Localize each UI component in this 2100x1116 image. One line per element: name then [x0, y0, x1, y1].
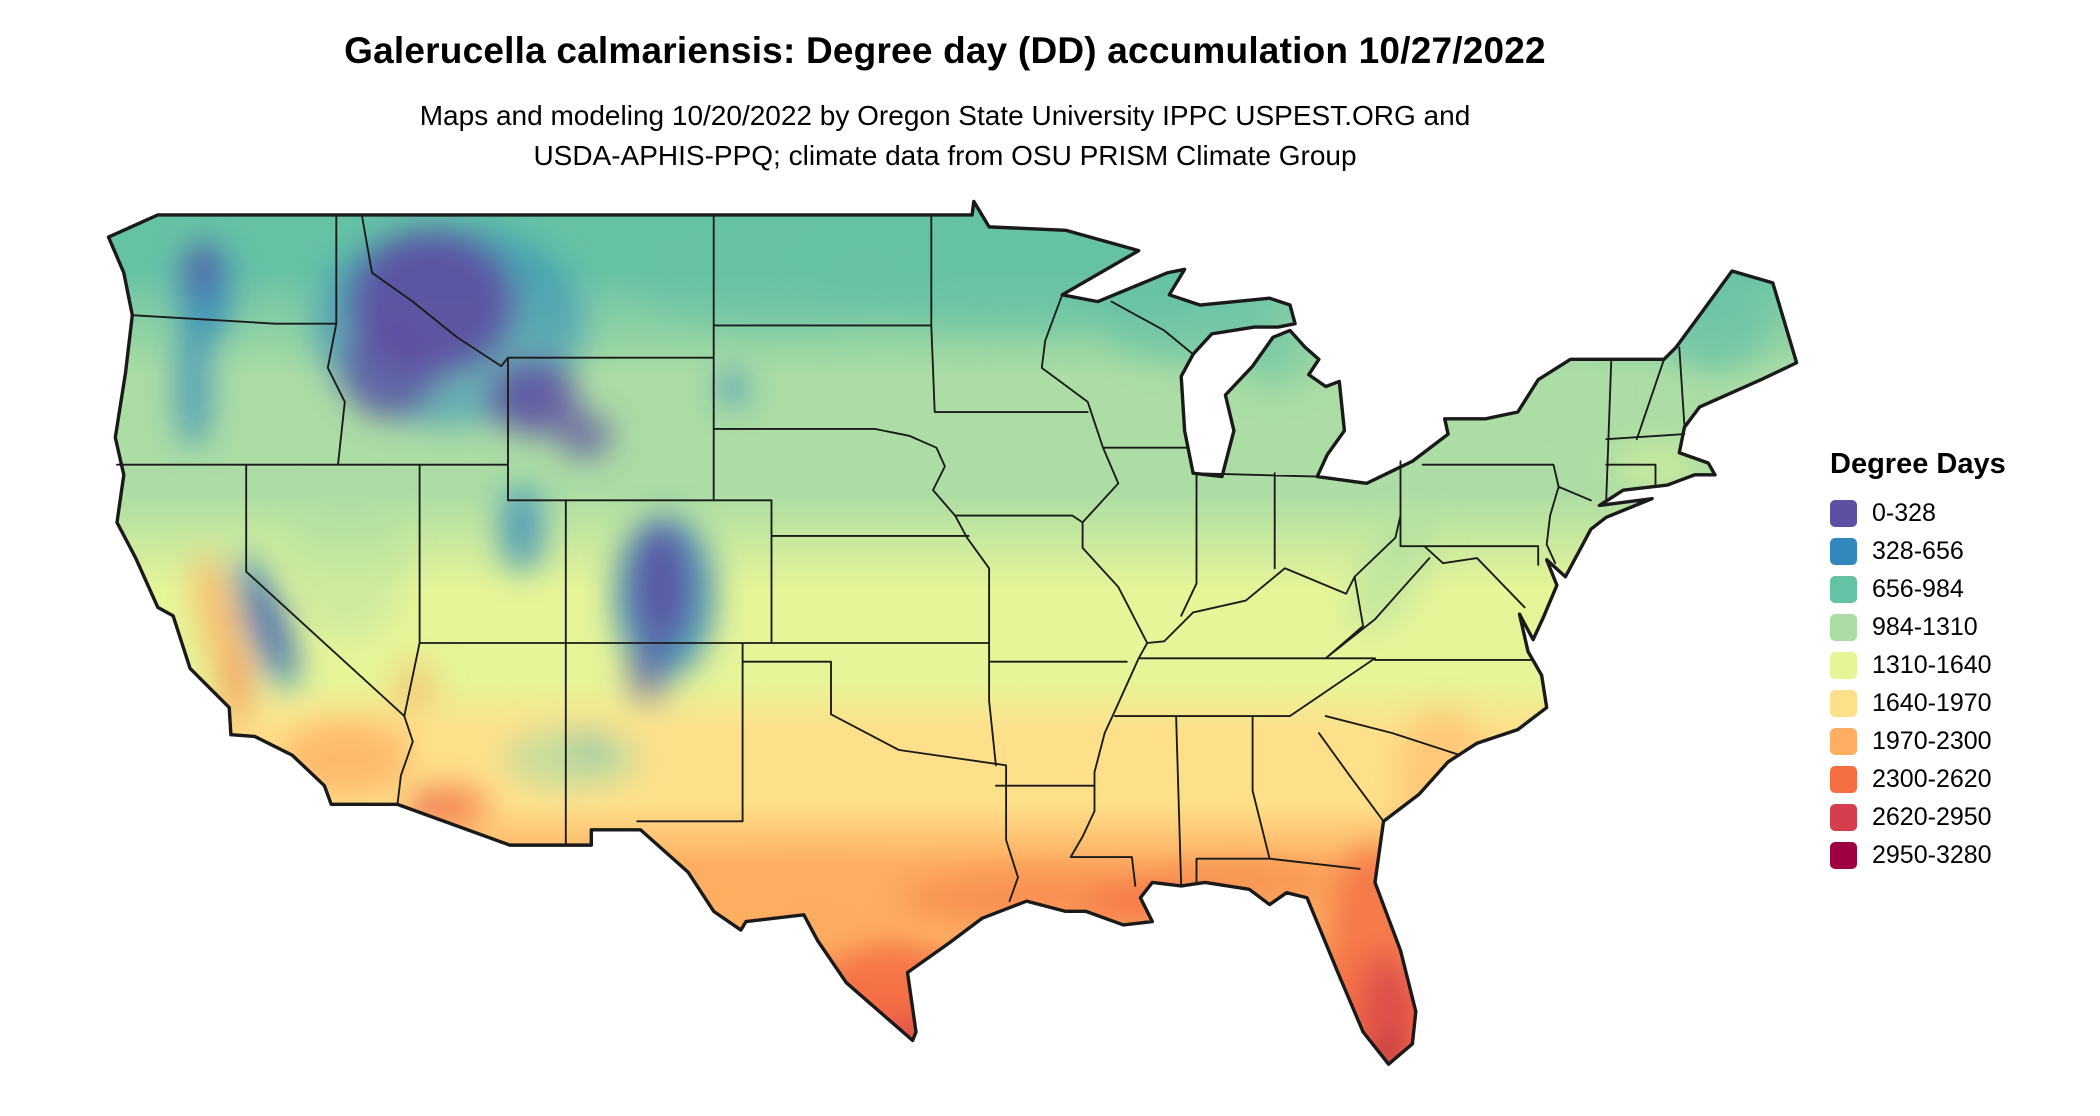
legend-item: 984-1310	[1830, 613, 2006, 642]
legend-item: 2300-2620	[1830, 765, 2006, 794]
legend-label: 0-328	[1872, 499, 1936, 527]
legend-swatch	[1830, 728, 1857, 755]
legend-swatch	[1830, 652, 1857, 679]
legend-item: 656-984	[1830, 575, 2006, 604]
legend-label: 2300-2620	[1872, 765, 1992, 793]
us-outline	[106, 199, 1799, 1066]
legend-item: 1640-1970	[1830, 689, 2006, 718]
legend-label: 984-1310	[1872, 613, 1978, 641]
map-subtitle-line1: Maps and modeling 10/20/2022 by Oregon S…	[419, 100, 1471, 131]
legend-item: 2950-3280	[1830, 841, 2006, 870]
legend-item: 1310-1640	[1830, 651, 2006, 680]
us-map-canvas	[106, 199, 1799, 1066]
legend-label: 328-656	[1872, 537, 1964, 565]
legend-item: 328-656	[1830, 537, 2006, 566]
legend-swatch	[1830, 538, 1857, 565]
state-borders	[116, 214, 1686, 903]
legend-swatch	[1830, 804, 1857, 831]
map-subtitle-line2: USDA-APHIS-PPQ; climate data from OSU PR…	[533, 140, 1357, 171]
legend-swatch	[1830, 690, 1857, 717]
page-title: Galerucella calmariensis: Degree day (DD…	[344, 30, 1546, 71]
legend-item: 0-328	[1830, 499, 2006, 528]
legend-items: 0-328 328-656 656-984 984-1310 1310-1640…	[1830, 499, 2006, 870]
legend-label: 2950-3280	[1872, 841, 1992, 869]
legend-label: 2620-2950	[1872, 803, 1992, 831]
us-map	[100, 198, 1800, 1088]
legend-label: 656-984	[1872, 575, 1964, 603]
legend-title: Degree Days	[1830, 448, 2006, 480]
legend-swatch	[1830, 500, 1857, 527]
legend-label: 1640-1970	[1872, 689, 1992, 717]
legend-item: 2620-2950	[1830, 803, 2006, 832]
legend-item: 1970-2300	[1830, 727, 2006, 756]
map-subtitle: Maps and modeling 10/20/2022 by Oregon S…	[0, 96, 1890, 176]
legend-swatch	[1830, 766, 1857, 793]
legend-label: 1310-1640	[1872, 651, 1992, 679]
legend-swatch	[1830, 614, 1857, 641]
legend-label: 1970-2300	[1872, 727, 1992, 755]
legend-swatch	[1830, 576, 1857, 603]
legend-swatch	[1830, 842, 1857, 869]
legend: Degree Days 0-328 328-656 656-984 984-13…	[1830, 448, 2006, 879]
